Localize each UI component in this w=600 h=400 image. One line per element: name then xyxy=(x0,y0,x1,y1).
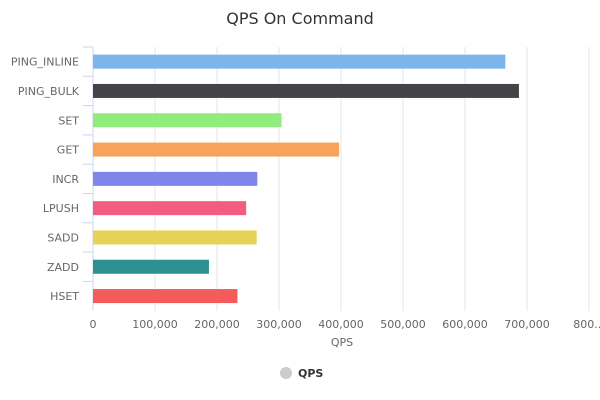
category-labels: PING_INLINE PING_BULK SET GET INCR LPUSH SADD Z… xyxy=(11,46,93,303)
legend-label: QPS xyxy=(298,367,323,380)
bar-set[interactable] xyxy=(93,113,282,128)
bar-ping-inline[interactable] xyxy=(93,54,506,69)
bar-zadd[interactable] xyxy=(93,259,209,274)
x-tick-label: 500,000 xyxy=(380,318,426,331)
category-label: ZADD xyxy=(47,261,79,274)
bar-sadd[interactable] xyxy=(93,230,257,245)
x-tick-label: 700,000 xyxy=(504,318,550,331)
bar-hset[interactable] xyxy=(93,289,238,304)
x-tick-label: 100,000 xyxy=(132,318,178,331)
x-tick-label: 600,000 xyxy=(442,318,488,331)
bar-lpush[interactable] xyxy=(93,201,247,216)
category-label: SADD xyxy=(47,231,79,244)
x-tick-label: 300,000 xyxy=(256,318,302,331)
category-label: SET xyxy=(58,114,79,127)
chart-title: QPS On Command xyxy=(226,9,374,28)
category-label: LPUSH xyxy=(43,202,79,215)
x-tick-label: 800... xyxy=(573,318,600,331)
category-label: PING_INLINE xyxy=(11,56,79,69)
legend-item[interactable]: QPS xyxy=(280,367,323,380)
category-label: INCR xyxy=(52,173,79,186)
bar-ping-bulk[interactable] xyxy=(93,83,519,98)
category-label: PING_BULK xyxy=(18,85,80,98)
legend-marker xyxy=(280,367,292,379)
x-tick-label: 200,000 xyxy=(194,318,240,331)
x-tick-labels: 0 100,000 200,000 300,000 400,000 500,000 600,… xyxy=(90,318,600,331)
x-tick-label: 400,000 xyxy=(318,318,364,331)
bars xyxy=(93,54,519,304)
category-label: HSET xyxy=(50,290,79,303)
x-tick-label: 0 xyxy=(90,318,97,331)
bar-get[interactable] xyxy=(93,142,340,157)
bar-incr[interactable] xyxy=(93,171,258,186)
x-axis-label: QPS xyxy=(331,336,353,349)
category-label: GET xyxy=(57,144,79,157)
